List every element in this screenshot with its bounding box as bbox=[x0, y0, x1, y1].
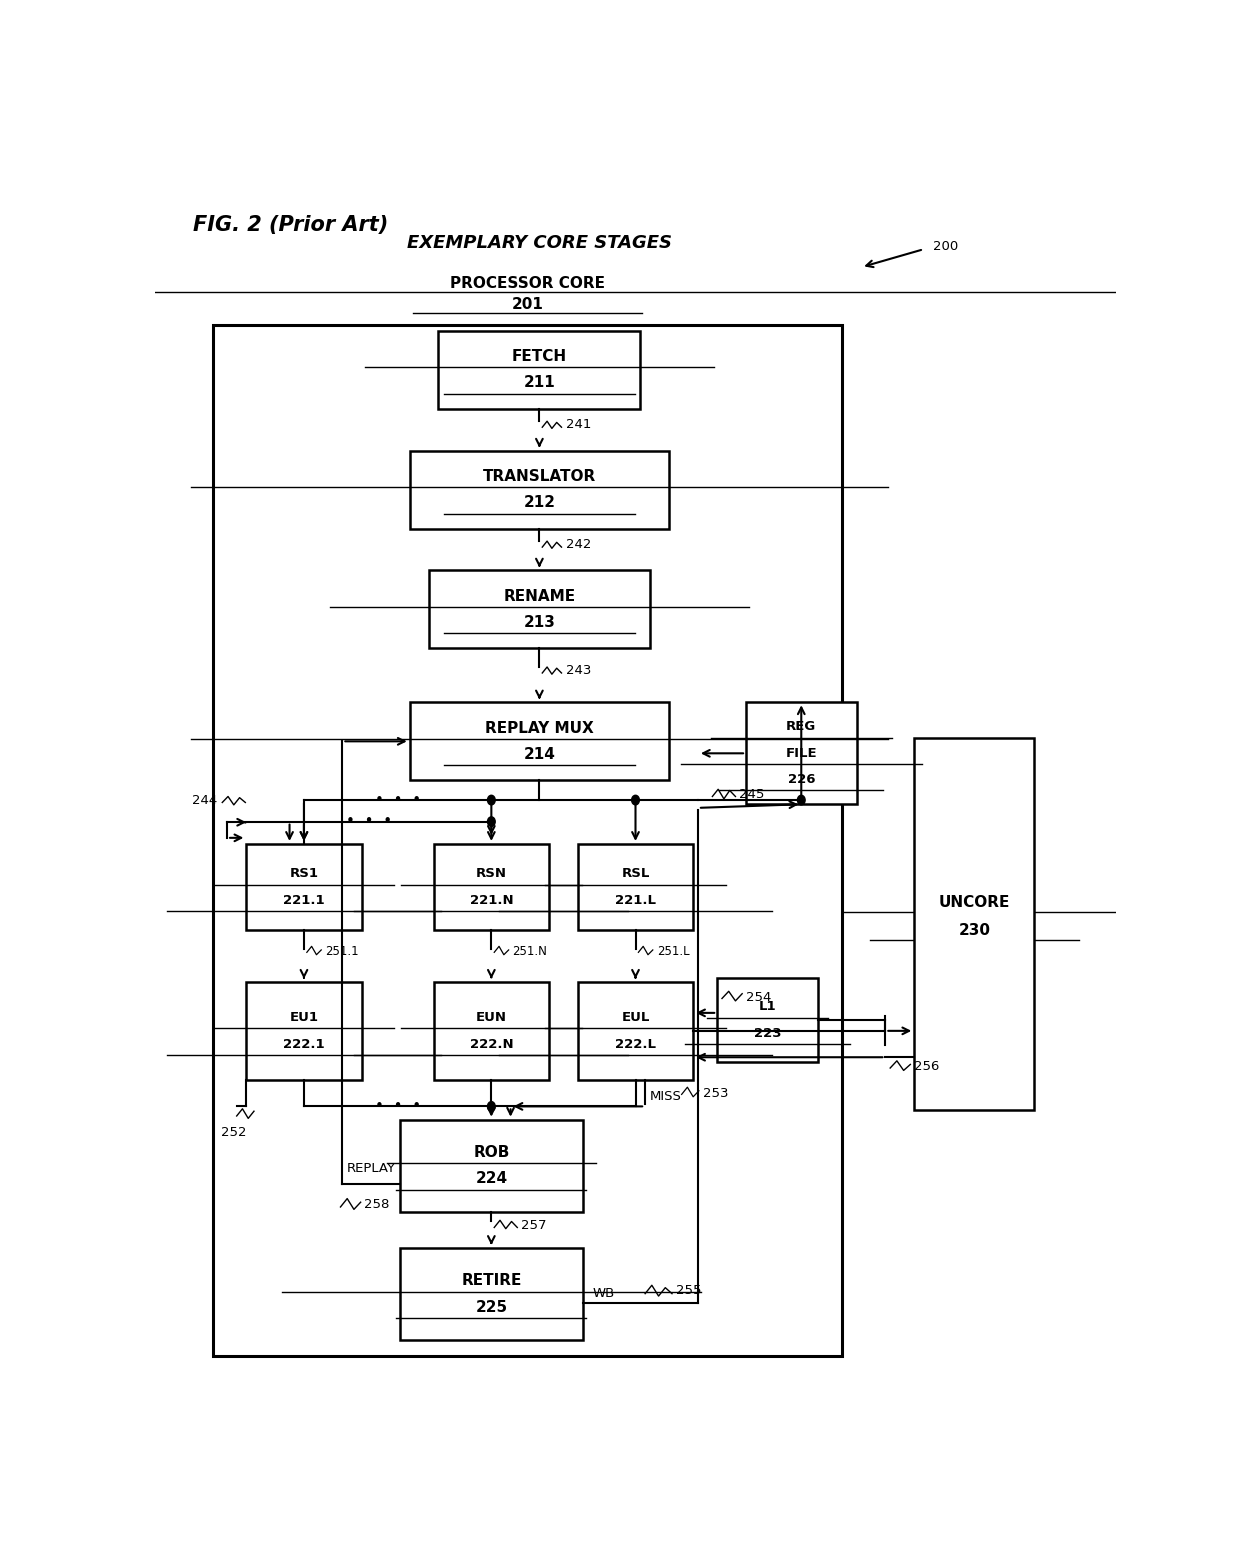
Text: 243: 243 bbox=[567, 665, 591, 677]
Bar bbox=[717, 978, 818, 1062]
Text: 256: 256 bbox=[914, 1060, 940, 1073]
Text: •  •  •: • • • bbox=[346, 814, 392, 830]
Text: TRANSLATOR: TRANSLATOR bbox=[482, 469, 596, 484]
Text: 253: 253 bbox=[703, 1087, 728, 1099]
Text: EUN: EUN bbox=[476, 1010, 507, 1025]
Circle shape bbox=[487, 1102, 495, 1112]
Text: PROCESSOR CORE: PROCESSOR CORE bbox=[450, 277, 605, 291]
Circle shape bbox=[487, 796, 495, 805]
Text: 201: 201 bbox=[511, 297, 543, 311]
Bar bbox=[247, 982, 362, 1081]
Text: UNCORE: UNCORE bbox=[939, 895, 1009, 911]
Text: 224: 224 bbox=[475, 1171, 507, 1186]
Text: 222.L: 222.L bbox=[615, 1037, 656, 1051]
Text: 230: 230 bbox=[959, 923, 991, 937]
Bar bbox=[247, 844, 362, 930]
Text: EUL: EUL bbox=[621, 1010, 650, 1025]
Text: 213: 213 bbox=[523, 615, 556, 631]
Text: ROB: ROB bbox=[474, 1144, 510, 1160]
Circle shape bbox=[631, 796, 640, 805]
Text: 212: 212 bbox=[523, 495, 556, 511]
Text: 225: 225 bbox=[475, 1300, 507, 1314]
Text: 222.1: 222.1 bbox=[283, 1037, 325, 1051]
Bar bbox=[434, 844, 549, 930]
Bar bbox=[578, 982, 693, 1081]
Text: RSN: RSN bbox=[476, 867, 507, 880]
Text: •  •  •: • • • bbox=[374, 1099, 420, 1113]
Text: 245: 245 bbox=[739, 788, 765, 800]
Text: RENAME: RENAME bbox=[503, 589, 575, 604]
Text: 211: 211 bbox=[523, 375, 556, 391]
Text: RS1: RS1 bbox=[289, 867, 319, 880]
Text: 257: 257 bbox=[521, 1219, 547, 1232]
Text: 222.N: 222.N bbox=[470, 1037, 513, 1051]
Bar bbox=[213, 325, 842, 1356]
Text: 200: 200 bbox=[934, 240, 959, 254]
Bar bbox=[401, 1119, 583, 1211]
Text: RETIRE: RETIRE bbox=[461, 1274, 522, 1288]
Text: 242: 242 bbox=[567, 539, 591, 551]
Text: 214: 214 bbox=[523, 747, 556, 761]
Text: 223: 223 bbox=[754, 1026, 781, 1040]
Text: EXEMPLARY CORE STAGES: EXEMPLARY CORE STAGES bbox=[407, 234, 672, 252]
Text: •  •  •: • • • bbox=[374, 793, 420, 808]
Text: REPLAY MUX: REPLAY MUX bbox=[485, 721, 594, 735]
Bar bbox=[914, 738, 1034, 1110]
Text: 254: 254 bbox=[746, 990, 771, 1004]
Text: 226: 226 bbox=[787, 774, 815, 786]
Bar bbox=[409, 450, 670, 528]
Bar bbox=[401, 1247, 583, 1341]
Circle shape bbox=[487, 817, 495, 827]
Text: 255: 255 bbox=[676, 1283, 702, 1297]
Text: FETCH: FETCH bbox=[512, 349, 567, 364]
Bar bbox=[434, 982, 549, 1081]
Text: 251.N: 251.N bbox=[512, 945, 547, 958]
Text: FIG. 2 (Prior Art): FIG. 2 (Prior Art) bbox=[193, 215, 388, 235]
Bar bbox=[746, 702, 857, 805]
Text: REPLAY: REPLAY bbox=[347, 1162, 397, 1176]
Text: 252: 252 bbox=[221, 1126, 247, 1140]
Text: 221.N: 221.N bbox=[470, 894, 513, 906]
Text: 241: 241 bbox=[567, 419, 591, 431]
Text: 258: 258 bbox=[363, 1197, 389, 1211]
Text: 251.L: 251.L bbox=[657, 945, 689, 958]
Bar bbox=[439, 330, 640, 408]
Text: MISS: MISS bbox=[650, 1090, 682, 1104]
Text: L1: L1 bbox=[759, 1001, 776, 1014]
Circle shape bbox=[797, 796, 805, 805]
Bar bbox=[578, 844, 693, 930]
Text: 221.1: 221.1 bbox=[283, 894, 325, 906]
Text: WB: WB bbox=[593, 1288, 615, 1300]
Bar bbox=[409, 702, 670, 780]
Text: 221.L: 221.L bbox=[615, 894, 656, 906]
Text: FILE: FILE bbox=[785, 747, 817, 760]
Text: REG: REG bbox=[786, 721, 816, 733]
Bar bbox=[429, 570, 650, 648]
Text: EU1: EU1 bbox=[289, 1010, 319, 1025]
Text: 251.1: 251.1 bbox=[325, 945, 358, 958]
Text: 244: 244 bbox=[192, 794, 217, 807]
Text: RSL: RSL bbox=[621, 867, 650, 880]
